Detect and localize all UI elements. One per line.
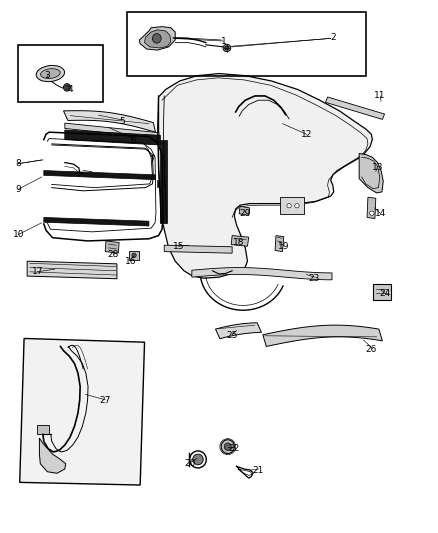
Text: 14: 14 [374, 209, 386, 217]
Bar [127, 12, 366, 76]
Polygon shape [105, 241, 119, 253]
Text: 2: 2 [330, 33, 336, 42]
Polygon shape [215, 322, 261, 339]
Polygon shape [27, 261, 117, 279]
Polygon shape [160, 140, 167, 223]
Polygon shape [39, 438, 66, 473]
Text: 19: 19 [278, 242, 290, 251]
Polygon shape [231, 236, 249, 246]
Polygon shape [139, 27, 175, 50]
Text: 28: 28 [107, 251, 119, 259]
Text: 9: 9 [15, 185, 21, 193]
Ellipse shape [221, 440, 234, 454]
Polygon shape [64, 111, 155, 132]
Polygon shape [44, 217, 149, 226]
Text: 25: 25 [226, 332, 238, 340]
Bar [129, 251, 139, 260]
Text: 29: 29 [240, 209, 251, 217]
Polygon shape [192, 268, 332, 280]
Text: 5: 5 [119, 117, 125, 126]
Text: 12: 12 [301, 130, 312, 139]
Polygon shape [159, 74, 372, 278]
Bar [285, 200, 300, 211]
Polygon shape [157, 180, 164, 187]
Polygon shape [367, 197, 376, 219]
Text: 8: 8 [15, 159, 21, 168]
Polygon shape [20, 338, 145, 485]
Text: 7: 7 [149, 156, 155, 164]
Bar [37, 425, 49, 434]
Text: 6: 6 [131, 136, 137, 144]
Ellipse shape [65, 85, 69, 90]
Polygon shape [145, 30, 171, 48]
Text: 18: 18 [233, 238, 244, 247]
Text: 15: 15 [173, 242, 184, 251]
Text: 27: 27 [99, 397, 111, 405]
Text: 16: 16 [125, 257, 136, 265]
Polygon shape [65, 123, 159, 138]
Text: 22: 22 [229, 445, 240, 453]
Text: 24: 24 [379, 289, 390, 297]
Bar [373, 284, 391, 300]
Ellipse shape [287, 204, 291, 208]
Ellipse shape [225, 46, 229, 50]
Text: 21: 21 [253, 466, 264, 474]
Ellipse shape [193, 454, 203, 465]
Ellipse shape [152, 34, 161, 43]
Bar [284, 199, 300, 212]
Ellipse shape [64, 84, 71, 91]
Text: 17: 17 [32, 268, 43, 276]
Ellipse shape [223, 44, 231, 52]
Ellipse shape [132, 253, 136, 257]
Ellipse shape [295, 204, 299, 208]
Polygon shape [359, 154, 383, 193]
Text: 1: 1 [220, 37, 226, 45]
Text: 4: 4 [67, 85, 73, 93]
Bar [18, 45, 103, 102]
Polygon shape [263, 325, 382, 346]
Ellipse shape [41, 69, 60, 78]
Text: 10: 10 [13, 230, 24, 239]
Polygon shape [325, 97, 385, 119]
Ellipse shape [370, 211, 374, 215]
Text: 23: 23 [309, 274, 320, 282]
Ellipse shape [36, 66, 64, 82]
Polygon shape [65, 130, 160, 145]
Polygon shape [275, 236, 284, 252]
Ellipse shape [224, 443, 231, 450]
Text: 13: 13 [372, 164, 383, 172]
Text: 11: 11 [374, 92, 386, 100]
Polygon shape [280, 197, 304, 214]
Text: 26: 26 [366, 345, 377, 353]
Polygon shape [164, 245, 232, 253]
Polygon shape [239, 206, 250, 215]
Polygon shape [44, 171, 155, 180]
Text: 3: 3 [44, 71, 50, 80]
Text: 20: 20 [185, 459, 196, 468]
